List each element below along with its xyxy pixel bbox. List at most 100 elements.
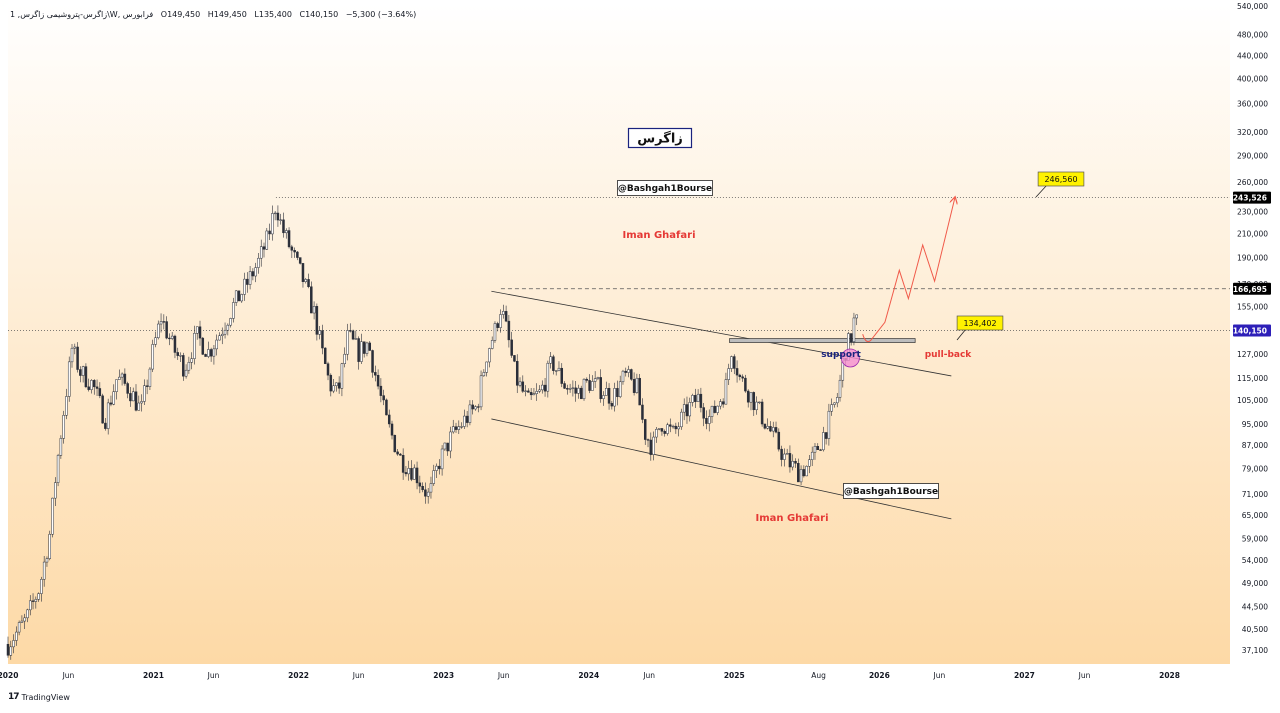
candle-body — [471, 404, 474, 410]
candle-body — [638, 377, 641, 406]
candle-body — [652, 436, 655, 455]
candle-body — [354, 338, 358, 340]
candle-body — [527, 390, 530, 393]
support-touch-marker — [840, 348, 860, 368]
symbol-name: 1 ,زاگرس-پتروشیمی زاگرس\W, فرابورس — [10, 10, 154, 19]
candle-body — [6, 643, 10, 656]
candle-body — [115, 379, 118, 392]
candle-body — [48, 533, 51, 559]
candle-body — [830, 404, 833, 412]
candle-body — [618, 381, 622, 398]
candle-body — [262, 246, 266, 250]
time-tick-label: Jun — [207, 671, 220, 680]
candle-body — [518, 381, 522, 386]
candle-body — [680, 411, 683, 428]
candle-body — [268, 230, 271, 235]
candle-body — [802, 469, 806, 477]
watermark-top-frame — [617, 180, 713, 196]
candle-body — [54, 482, 57, 499]
candle-body — [535, 391, 538, 394]
candle-body — [273, 212, 277, 215]
candle-body — [40, 579, 43, 594]
candle-body — [502, 311, 505, 315]
candle-body — [351, 330, 355, 340]
candle-body — [399, 453, 402, 456]
candle-body — [310, 286, 313, 314]
level-callout-text: 134,402 — [963, 319, 996, 328]
candle-body — [298, 257, 302, 264]
candle-body — [515, 361, 519, 386]
target-callout-frame — [1037, 171, 1085, 187]
candle-body — [780, 448, 783, 460]
candle-body — [360, 341, 363, 362]
candle-body — [805, 465, 808, 477]
candle-body — [98, 388, 102, 397]
candle-body — [755, 401, 758, 411]
candle-body — [326, 363, 330, 376]
candle-body — [251, 271, 255, 277]
candle-body — [621, 370, 625, 383]
candle-body — [109, 402, 113, 405]
price-tick-label: 260,000 — [1237, 178, 1268, 187]
candle-body — [852, 317, 856, 343]
candle-body — [112, 391, 115, 405]
time-tick-label: Jun — [497, 671, 510, 680]
tradingview-brand[interactable]: 17 TradingView — [8, 692, 70, 702]
candle-body — [794, 460, 797, 464]
candle-body — [379, 385, 383, 396]
candle-body — [385, 399, 388, 416]
candle-body — [758, 401, 761, 404]
candle-body — [582, 378, 586, 400]
candle-body — [816, 446, 820, 450]
candle-body — [813, 446, 817, 453]
time-tick-label: 2027 — [1014, 671, 1035, 680]
watermark-top-text: @Bashgah1Bourse — [618, 184, 712, 194]
ohlc-close: C140,150 — [299, 10, 339, 19]
candle-body — [649, 439, 653, 455]
candle-body — [240, 294, 243, 302]
candle-body — [76, 346, 79, 370]
candle-body — [468, 404, 472, 423]
candle-body — [148, 368, 152, 387]
candle-body — [257, 257, 260, 268]
candle-body — [382, 395, 385, 401]
price-tick-label: 440,000 — [1237, 51, 1268, 60]
title-box-frame — [627, 127, 693, 149]
time-tick-label: 2022 — [288, 671, 309, 680]
candle-body — [646, 439, 650, 441]
candle-body — [168, 337, 171, 340]
price-tick-label: 95,000 — [1242, 420, 1268, 429]
candle-body — [290, 246, 294, 251]
candle-body — [404, 472, 408, 475]
candle-body — [368, 342, 372, 351]
price-tick-label: 540,000 — [1237, 2, 1268, 11]
candle-body — [332, 385, 335, 392]
candle-body — [613, 388, 616, 407]
candle-body — [212, 348, 216, 357]
title-box: زاگرس — [627, 127, 693, 149]
candle-body — [541, 384, 544, 391]
channel-upper-line — [491, 290, 952, 377]
candle-body — [131, 391, 135, 402]
candle-body — [26, 609, 29, 619]
candle-body — [566, 388, 569, 390]
candle-body — [207, 349, 210, 357]
candle-body — [596, 377, 600, 379]
candle-body — [204, 354, 207, 357]
candle-body — [218, 335, 221, 341]
author-label-top: Iman Ghafari — [622, 230, 695, 241]
candle-body — [632, 379, 636, 393]
candle-body — [93, 380, 96, 388]
candle-body — [237, 290, 241, 302]
candle-body — [410, 468, 413, 480]
candle-body — [418, 482, 422, 487]
time-tick-label: Jun — [933, 671, 946, 680]
candle-body — [123, 373, 127, 384]
candle-body — [234, 290, 238, 303]
candle-body — [791, 460, 794, 468]
candle-body — [229, 318, 232, 326]
candle-body — [287, 230, 291, 248]
candle-body — [560, 367, 564, 384]
